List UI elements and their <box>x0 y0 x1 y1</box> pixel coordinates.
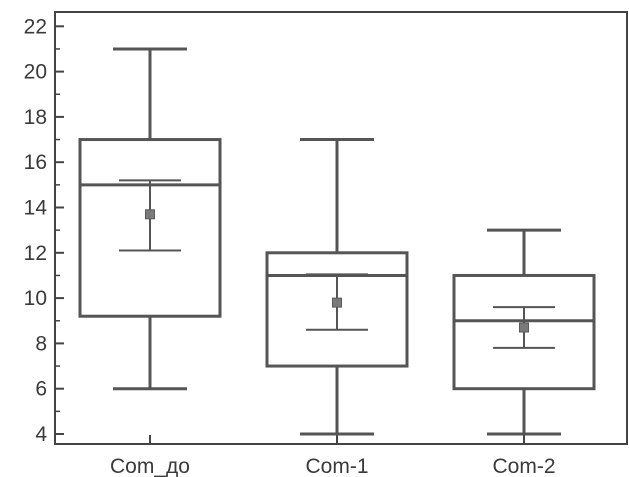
y-tick-label: 4 <box>35 423 47 446</box>
x-axis: Сom_до Сom-1 Сom-2 <box>110 435 556 477</box>
plot-area-frame <box>54 11 628 445</box>
x-category-label: Сom-1 <box>305 455 368 477</box>
y-tick-label: 22 <box>24 15 47 38</box>
mean-marker <box>145 209 155 220</box>
mean-marker <box>519 322 529 333</box>
y-tick-label: 8 <box>35 332 47 355</box>
iqr-box <box>78 138 222 318</box>
y-tick-label: 6 <box>35 378 47 401</box>
mean-marker <box>332 297 342 308</box>
box-series-1 <box>78 47 222 391</box>
y-tick-label: 14 <box>24 197 48 220</box>
y-tick-label: 16 <box>24 151 47 174</box>
y-tick-label: 12 <box>24 242 47 265</box>
x-category-label: Сom-2 <box>492 455 555 477</box>
y-tick-label: 18 <box>24 106 47 129</box>
y-tick-label: 20 <box>24 61 47 84</box>
box-series-2 <box>265 138 409 436</box>
x-category-label: Сom_до <box>110 455 190 477</box>
y-tick-label: 10 <box>24 287 47 310</box>
box-series-3 <box>452 228 596 436</box>
boxes-group <box>78 47 596 436</box>
iqr-box <box>265 251 409 368</box>
iqr-box <box>452 273 596 391</box>
y-axis: 4 6 8 10 12 14 16 18 20 22 <box>24 15 64 446</box>
